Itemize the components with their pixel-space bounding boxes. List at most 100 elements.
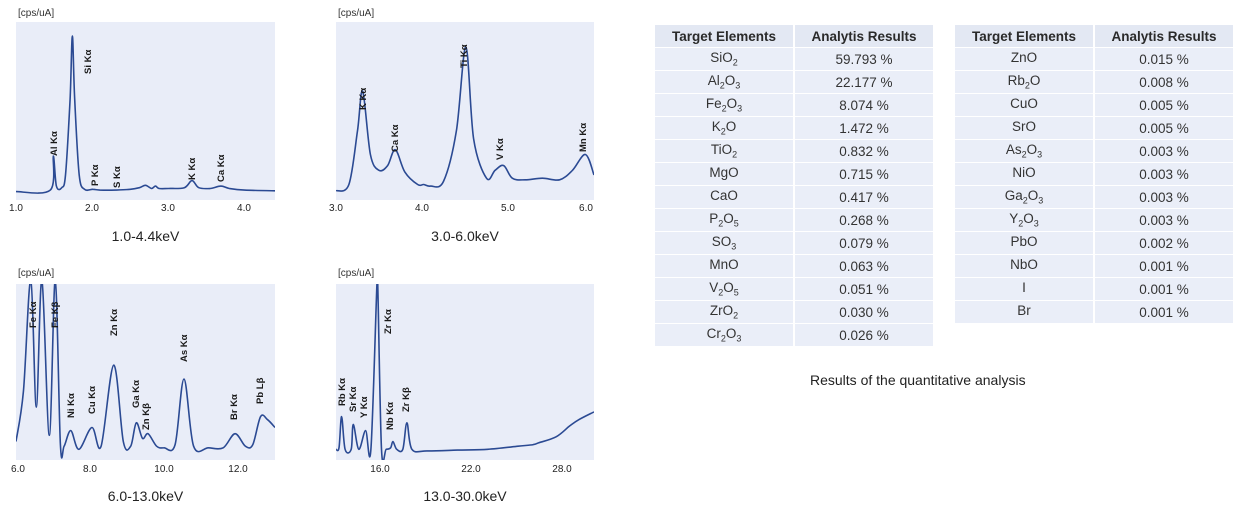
peak-label: K Kα: [358, 88, 369, 110]
table-row: P2O5 0.268 %: [655, 209, 933, 231]
table-row: NiO 0.003 %: [955, 163, 1233, 185]
element-cell: CuO: [955, 94, 1093, 116]
column-header-analysis-results: Analytis Results: [1093, 25, 1233, 47]
spectrum-svg-3: Fe Kα Fe Kβ Ni Kα Cu Kα Zn Kα Ga Kα Zn K…: [16, 284, 275, 459]
table-row: SiO2 59.793 %: [655, 48, 933, 70]
spectrum-plot-1: Al Kα Si Kα P Kα S Kα K Kα Ca Kα: [16, 22, 275, 200]
formula-text: O: [1026, 142, 1038, 158]
x-tick-label: 1.0: [9, 203, 23, 214]
table-row: As2O3 0.003 %: [955, 140, 1233, 162]
table-header-row: Target Elements Analytis Results: [655, 25, 933, 47]
peak-label: Zr Kβ: [401, 387, 412, 412]
table-row: SO3 0.079 %: [655, 232, 933, 254]
x-tick-label: 2.0: [85, 203, 99, 214]
formula-text: O: [723, 280, 734, 296]
formula-text: NiO: [1012, 165, 1036, 181]
result-value-cell: 1.472 %: [793, 117, 933, 139]
element-cell: TiO2: [655, 140, 793, 162]
formula-subscript: 2: [718, 218, 724, 229]
formula-subscript: 3: [736, 333, 742, 344]
x-tick-label: 6.0: [579, 203, 593, 214]
column-header-target-elements: Target Elements: [655, 25, 793, 47]
table-body: SiO2 59.793 % Al2O3 22.177 % Fe2O3 8.074 % K2O…: [655, 48, 933, 346]
formula-text: CuO: [1010, 96, 1038, 112]
formula-subscript: 3: [735, 80, 741, 91]
x-axis-ticks: 3.0 4.0 5.0 6.0: [329, 203, 594, 217]
peak-label: Cu Kα: [87, 386, 98, 414]
formula-text: O: [723, 211, 734, 227]
energy-range-label: 1.0-4.4keV: [111, 228, 180, 244]
element-cell: V2O5: [655, 278, 793, 300]
spectrum-svg-1: Al Kα Si Kα P Kα S Kα K Kα Ca Kα: [16, 35, 275, 194]
formula-subscript: 2: [1018, 218, 1024, 229]
element-cell: Al2O3: [655, 71, 793, 93]
formula-text: SrO: [1011, 119, 1036, 135]
x-axis-ticks: 1.0 2.0 3.0 4.0: [9, 203, 275, 217]
x-tick-label: 3.0: [161, 203, 175, 214]
spectrum-line: [16, 35, 275, 194]
formula-text: O: [724, 73, 736, 89]
formula-text: Cr: [706, 326, 721, 342]
formula-text: ZnO: [1010, 50, 1038, 66]
peak-label: Zr Kα: [383, 309, 394, 334]
table-row: CaO 0.417 %: [655, 186, 933, 208]
formula-subscript: 2: [721, 103, 727, 114]
formula-text: SiO: [710, 50, 733, 66]
formula-text: ZrO: [709, 303, 734, 319]
peak-label: Y Kα: [359, 396, 370, 418]
formula-text: PbO: [1010, 234, 1038, 250]
formula-text: MgO: [709, 165, 739, 181]
energy-range-label: 6.0-13.0keV: [107, 488, 184, 504]
formula-text: K: [711, 119, 721, 135]
result-value-cell: 0.001 %: [1093, 301, 1233, 323]
formula-text: As: [1005, 142, 1022, 158]
peak-label: Zn Kβ: [141, 403, 152, 430]
formula-subscript: 2: [1024, 80, 1030, 91]
formula-text: I: [1022, 280, 1026, 296]
result-value-cell: 0.002 %: [1093, 232, 1233, 254]
table-row: MnO 0.063 %: [655, 255, 933, 277]
column-header-analysis-results: Analytis Results: [793, 25, 933, 47]
formula-subscript: 5: [733, 287, 739, 298]
table-row: PbO 0.002 %: [955, 232, 1233, 254]
element-cell: NiO: [955, 163, 1093, 185]
formula-subscript: 3: [737, 103, 743, 114]
peak-label: Fe Kβ: [50, 301, 61, 328]
formula-subscript: 5: [733, 218, 739, 229]
result-value-cell: 0.001 %: [1093, 278, 1233, 300]
table-row: MgO 0.715 %: [655, 163, 933, 185]
x-tick-label: 5.0: [501, 203, 515, 214]
formula-text: Rb: [1007, 73, 1025, 89]
table-row: I 0.001 %: [955, 278, 1233, 300]
table-row: Y2O3 0.003 %: [955, 209, 1233, 231]
result-value-cell: 0.005 %: [1093, 117, 1233, 139]
element-cell: ZrO2: [655, 301, 793, 323]
result-value-cell: 0.063 %: [793, 255, 933, 277]
results-table-right: Target Elements Analytis Results ZnO 0.01…: [955, 24, 1233, 324]
peak-label: Mn Kα: [578, 123, 589, 152]
x-tick-label: 12.0: [228, 464, 248, 475]
element-cell: Y2O3: [955, 209, 1093, 231]
formula-subscript: 2: [1022, 195, 1028, 206]
x-axis-ticks: 6.0 8.0 10.0 12.0: [11, 464, 275, 478]
peak-label: S Kα: [112, 166, 123, 188]
result-value-cell: 0.001 %: [1093, 255, 1233, 277]
peak-label: Ni Kα: [66, 393, 77, 418]
table-body: ZnO 0.015 % Rb2O 0.008 % CuO 0.005 % SrO 0.005 …: [955, 48, 1233, 323]
table-row: Fe2O3 8.074 %: [655, 94, 933, 116]
formula-subscript: 3: [1033, 218, 1039, 229]
result-value-cell: 0.008 %: [1093, 71, 1233, 93]
element-cell: SO3: [655, 232, 793, 254]
formula-text: O: [725, 119, 737, 135]
peak-label: Nb Kα: [385, 402, 396, 430]
formula-text: TiO: [710, 142, 733, 158]
result-value-cell: 0.005 %: [1093, 94, 1233, 116]
element-cell: As2O3: [955, 140, 1093, 162]
table-header-row: Target Elements Analytis Results: [955, 25, 1233, 47]
peak-label: P Kα: [90, 164, 101, 186]
formula-subscript: 2: [732, 57, 738, 68]
x-tick-label: 4.0: [237, 203, 251, 214]
table-row: Cr2O3 0.026 %: [655, 324, 933, 346]
formula-subscript: 2: [720, 126, 726, 137]
energy-range-label: 3.0-6.0keV: [431, 228, 499, 244]
